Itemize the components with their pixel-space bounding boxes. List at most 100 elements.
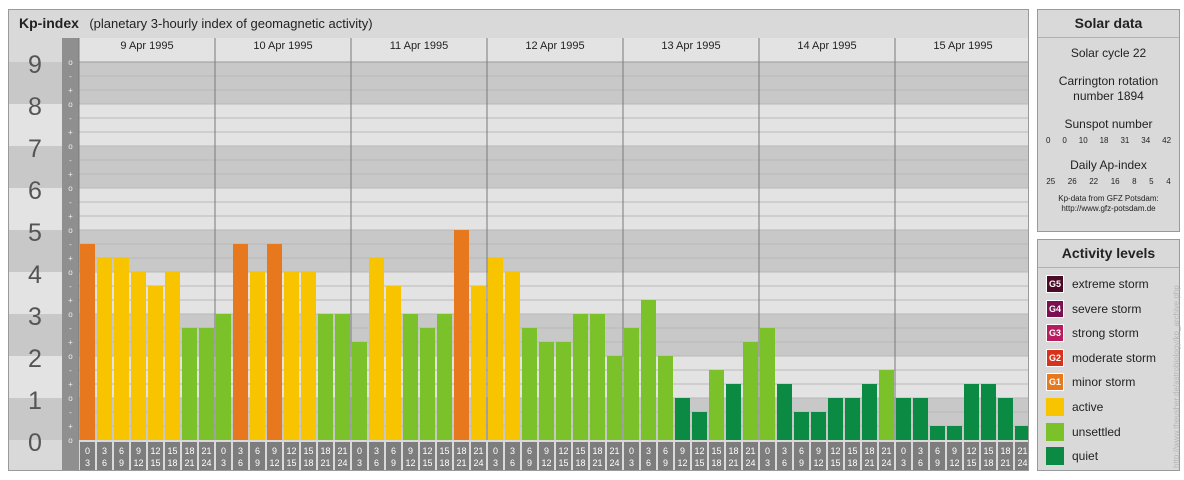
time-cell — [471, 442, 486, 470]
time-start-label: 18 — [864, 446, 874, 456]
time-cell — [131, 442, 146, 470]
kp-bar — [403, 314, 418, 440]
carrington-line1: Carrington rotation — [1058, 74, 1159, 88]
time-cell — [216, 442, 231, 470]
y-minor-tick-label: - — [69, 324, 72, 333]
kp-bar — [590, 314, 605, 440]
time-end-label: 6 — [238, 458, 243, 468]
kp-bar — [233, 243, 248, 440]
time-end-label: 9 — [255, 458, 260, 468]
day-label: 12 Apr 1995 — [525, 40, 584, 52]
time-start-label: 0 — [765, 446, 770, 456]
y-minor-tick-label: o — [68, 142, 73, 151]
chart-title: Kp-index — [19, 15, 79, 31]
time-start-label: 15 — [167, 446, 177, 456]
kp-bar — [930, 426, 945, 440]
time-cell — [964, 442, 979, 470]
time-end-label: 24 — [881, 458, 891, 468]
sunspot-value: 34 — [1141, 136, 1151, 145]
time-end-label: 9 — [935, 458, 940, 468]
time-end-label: 6 — [782, 458, 787, 468]
time-start-label: 3 — [782, 446, 787, 456]
kp-band — [9, 104, 1028, 146]
time-cell — [420, 442, 435, 470]
kp-bar — [573, 314, 588, 440]
ap-index-label: Daily Ap-index — [1070, 158, 1147, 172]
time-start-label: 9 — [816, 446, 821, 456]
time-end-label: 9 — [119, 458, 124, 468]
time-cell — [845, 442, 860, 470]
time-start-label: 12 — [558, 446, 568, 456]
time-cell — [692, 442, 707, 470]
time-start-label: 9 — [272, 446, 277, 456]
time-start-label: 6 — [799, 446, 804, 456]
time-end-label: 9 — [391, 458, 396, 468]
kp-bar — [250, 272, 265, 440]
legend-item: G1 minor storm — [1046, 372, 1135, 392]
time-end-label: 15 — [422, 458, 432, 468]
y-tick-label: 6 — [28, 177, 42, 205]
time-start-label: 0 — [357, 446, 362, 456]
time-end-label: 12 — [949, 458, 959, 468]
time-end-label: 9 — [799, 458, 804, 468]
time-start-label: 12 — [422, 446, 432, 456]
time-end-label: 12 — [405, 458, 415, 468]
solar-cycle: Solar cycle 22 — [1070, 46, 1147, 60]
kp-bar — [318, 314, 333, 440]
y-minor-tick-label: - — [69, 366, 72, 375]
y-minor-tick-label: o — [68, 268, 73, 277]
time-cell — [1015, 442, 1028, 470]
time-end-label: 21 — [864, 458, 874, 468]
time-end-label: 15 — [694, 458, 704, 468]
time-cell — [998, 442, 1013, 470]
sunspot-value: 18 — [1099, 136, 1109, 145]
time-cell — [165, 442, 180, 470]
time-end-label: 18 — [167, 458, 177, 468]
time-start-label: 3 — [102, 446, 107, 456]
y-tick-label: 8 — [28, 93, 42, 121]
time-cell — [828, 442, 843, 470]
legend-item: G4 severe storm — [1046, 299, 1141, 319]
kp-bar — [539, 342, 554, 440]
time-end-label: 18 — [575, 458, 585, 468]
kp-bar — [760, 327, 775, 440]
time-cell — [539, 442, 554, 470]
time-cell — [675, 442, 690, 470]
time-start-label: 3 — [646, 446, 651, 456]
carrington-line2: number 1894 — [1073, 89, 1144, 103]
kp-bar — [80, 243, 95, 440]
sunspot-value: 0 — [1062, 136, 1067, 145]
time-end-label: 12 — [133, 458, 143, 468]
time-cell — [335, 442, 350, 470]
legend-swatch: G4 — [1046, 299, 1064, 318]
kp-bar — [709, 369, 724, 440]
time-end-label: 18 — [847, 458, 857, 468]
time-end-label: 3 — [629, 458, 634, 468]
time-end-label: 6 — [374, 458, 379, 468]
time-end-label: 21 — [320, 458, 330, 468]
kp-bar — [488, 258, 503, 440]
kp-bar — [369, 258, 384, 440]
minor-tick-column — [62, 38, 79, 470]
time-end-label: 15 — [286, 458, 296, 468]
time-cell — [284, 442, 299, 470]
y-minor-tick-label: - — [69, 240, 72, 249]
date-header-strip — [79, 38, 1028, 62]
credit-link[interactable]: http://www.gfz-potsdam.de — [1061, 204, 1156, 213]
ap-index-values: 25 26 22 16 8 5 4 — [1038, 177, 1179, 186]
time-start-label: 15 — [711, 446, 721, 456]
kp-bar — [896, 398, 911, 440]
day-label: 10 Apr 1995 — [253, 40, 312, 52]
time-start-label: 21 — [1017, 446, 1027, 456]
legend-swatch: G5 — [1046, 275, 1064, 293]
kp-band — [9, 230, 1028, 272]
legend-label: minor storm — [1072, 375, 1136, 390]
time-start-label: 12 — [966, 446, 976, 456]
legend-item: unsettled — [1046, 422, 1121, 442]
kp-bar — [981, 384, 996, 440]
kp-band — [9, 146, 1028, 188]
credit-line1: Kp-data from GFZ Potsdam: — [1058, 194, 1159, 203]
legend-label: extreme storm — [1072, 277, 1149, 291]
day-label: 14 Apr 1995 — [797, 40, 856, 52]
solar-data-panel: Solar data Solar cycle 22 Carrington rot… — [1037, 9, 1180, 232]
